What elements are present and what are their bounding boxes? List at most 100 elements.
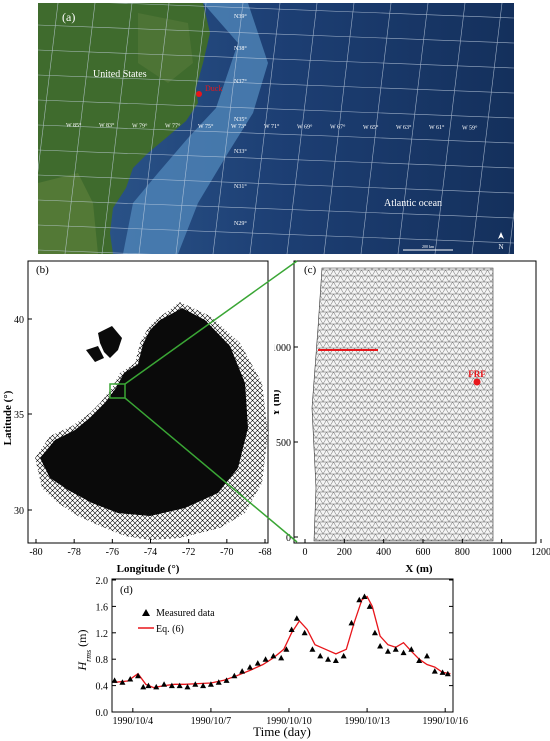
latitude-label: N29° bbox=[234, 220, 247, 227]
latitude-label: N38° bbox=[234, 45, 247, 52]
y-tick-label: 30 bbox=[14, 506, 24, 517]
measured-point bbox=[168, 682, 175, 689]
north-arrow-icon bbox=[498, 232, 504, 239]
y-tick-label: 1000 bbox=[274, 343, 291, 354]
measured-point bbox=[416, 657, 423, 664]
x-tick-label: 1200 bbox=[531, 547, 550, 558]
panel-b-x-axis-title: Longitude (°) bbox=[117, 563, 180, 575]
chart-x-ticks: 1990/10/4 1990/10/7 1990/10/10 1990/10/13 19… bbox=[113, 708, 468, 727]
local-mesh-domain bbox=[311, 267, 494, 542]
x-tick-label: 1990/10/4 bbox=[113, 716, 154, 727]
measured-point bbox=[293, 615, 300, 621]
x-tick-label: -76 bbox=[106, 547, 119, 558]
longitude-label: W 79° bbox=[132, 122, 148, 129]
parallel-line bbox=[38, 149, 514, 169]
panel-b-x-ticks: -80 -78 -76 -74 -72 -70 -68 bbox=[29, 539, 272, 558]
x-tick-label: 1000 bbox=[492, 547, 512, 558]
measured-point bbox=[215, 679, 222, 685]
x-tick-label: -70 bbox=[220, 547, 233, 558]
duck-site-marker bbox=[196, 91, 202, 97]
longitude-label: W 69° bbox=[297, 123, 313, 130]
measured-point bbox=[270, 652, 277, 659]
longitude-label: W 71° bbox=[264, 123, 280, 130]
measured-point bbox=[361, 593, 368, 599]
duck-site-label: Duck bbox=[205, 84, 222, 93]
longitude-label: W 83° bbox=[99, 122, 115, 129]
y-tick-label: 35 bbox=[14, 410, 24, 421]
measured-point bbox=[262, 656, 269, 662]
meridian-line bbox=[323, 3, 355, 254]
x-tick-label: -72 bbox=[182, 547, 195, 558]
chart-series-measured bbox=[111, 593, 451, 690]
united-states-label: United States bbox=[93, 69, 147, 80]
latitude-label: N39° bbox=[234, 13, 247, 20]
longitude-label: W 75° bbox=[198, 123, 214, 130]
x-tick-label: 1990/10/16 bbox=[422, 716, 468, 727]
x-tick-label: 1990/10/13 bbox=[344, 716, 390, 727]
panel-b-y-axis-title: Latitude (°) bbox=[2, 390, 14, 445]
chart-x-axis-title: Time (day) bbox=[253, 724, 311, 739]
frf-label: FRF bbox=[468, 369, 486, 379]
measured-point bbox=[145, 682, 152, 689]
measured-point bbox=[317, 652, 324, 659]
y-tick-label: 2.0 bbox=[96, 576, 109, 587]
meridian-line bbox=[249, 3, 281, 254]
panel-c-x-ticks: 0 200 400 600 800 1000 1200 bbox=[303, 539, 550, 558]
measured-point bbox=[309, 646, 316, 652]
x-tick-label: -74 bbox=[144, 547, 157, 558]
meridian-line bbox=[138, 3, 170, 254]
x-tick-label: 1990/10/7 bbox=[191, 716, 232, 727]
parallel-line bbox=[38, 224, 514, 244]
parallel-line bbox=[38, 24, 514, 44]
y-title-unit: (m) bbox=[75, 629, 89, 649]
measured-point bbox=[135, 672, 142, 679]
measured-point bbox=[246, 664, 253, 670]
measured-point bbox=[239, 668, 246, 674]
bay-mesh bbox=[98, 326, 122, 358]
y-tick-label: 0.0 bbox=[96, 708, 109, 719]
measured-point bbox=[111, 677, 118, 683]
panel-c-x-axis-title: X (m) bbox=[405, 563, 433, 575]
measured-point bbox=[200, 682, 207, 689]
meridian-line bbox=[212, 3, 244, 254]
y-title-main: H bbox=[75, 661, 89, 672]
latitude-labels: N39° N38° N37° N35° N33° N31° N29° bbox=[234, 13, 247, 227]
parallel-line bbox=[38, 174, 514, 194]
latitude-label: N33° bbox=[234, 148, 247, 155]
parallel-line bbox=[109, 3, 514, 19]
x-tick-label: -68 bbox=[258, 547, 271, 558]
measured-point bbox=[223, 677, 230, 683]
chart-plot-area bbox=[111, 578, 454, 713]
measured-point bbox=[283, 646, 290, 652]
y-tick-label: 0 bbox=[286, 533, 291, 544]
panel-a-tag: (a) bbox=[62, 10, 75, 24]
y-tick-label: 1.6 bbox=[96, 602, 109, 613]
measured-point bbox=[231, 672, 238, 679]
measured-point bbox=[127, 676, 134, 682]
measured-point bbox=[288, 626, 295, 632]
parallel-line bbox=[38, 49, 514, 69]
x-tick-label: 1990/10/10 bbox=[266, 716, 312, 727]
panel-c-tag: (c) bbox=[304, 264, 317, 276]
longitude-label: W 59° bbox=[462, 124, 478, 131]
parallel-line bbox=[38, 124, 514, 144]
satellite-map: (a) United States Atlantic ocean Duck N3… bbox=[38, 3, 514, 254]
y-tick-label: 40 bbox=[14, 315, 24, 326]
local-mesh-panel: FRF (c) 0 200 400 600 800 1000 1200 1000 500 0 X… bbox=[274, 258, 550, 576]
measured-point bbox=[301, 629, 308, 636]
satellite-map-panel: (a) United States Atlantic ocean Duck N3… bbox=[38, 3, 514, 254]
latitude-label: N35° bbox=[234, 116, 247, 123]
meridian-line bbox=[101, 3, 133, 254]
hrms-time-series-chart: (d) 2.01.61.20.80.40.0 1990/10/4 1990/10/… bbox=[75, 576, 468, 739]
measured-point bbox=[340, 652, 347, 659]
panel-b-tag: (b) bbox=[36, 264, 49, 276]
continental-shelf bbox=[123, 3, 268, 254]
measured-point bbox=[423, 652, 430, 659]
measured-point bbox=[431, 668, 438, 674]
y-tick-label: 0.4 bbox=[96, 682, 109, 693]
measured-point bbox=[371, 629, 378, 636]
x-tick-label: 600 bbox=[416, 547, 431, 558]
measured-point bbox=[184, 683, 191, 690]
measured-point bbox=[392, 646, 399, 652]
x-tick-label: 800 bbox=[455, 547, 470, 558]
